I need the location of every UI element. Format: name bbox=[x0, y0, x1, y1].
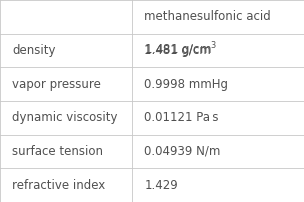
Text: 1.429: 1.429 bbox=[144, 179, 178, 192]
Text: methanesulfonic acid: methanesulfonic acid bbox=[144, 10, 271, 23]
Text: density: density bbox=[12, 44, 56, 57]
Text: refractive index: refractive index bbox=[12, 179, 105, 192]
Text: 0.9998 mmHg: 0.9998 mmHg bbox=[144, 78, 228, 91]
Text: 1.481 g/cm: 1.481 g/cm bbox=[0, 201, 1, 202]
Text: surface tension: surface tension bbox=[12, 145, 103, 158]
Text: dynamic viscosity: dynamic viscosity bbox=[12, 111, 118, 124]
Text: 1.481 g/cm: 1.481 g/cm bbox=[144, 44, 211, 57]
Text: 0.04939 N/m: 0.04939 N/m bbox=[144, 145, 221, 158]
Text: 1.481 g/cm$^{3}$: 1.481 g/cm$^{3}$ bbox=[144, 41, 218, 60]
Text: 0.01121 Pa s: 0.01121 Pa s bbox=[144, 111, 219, 124]
Text: vapor pressure: vapor pressure bbox=[12, 78, 101, 91]
